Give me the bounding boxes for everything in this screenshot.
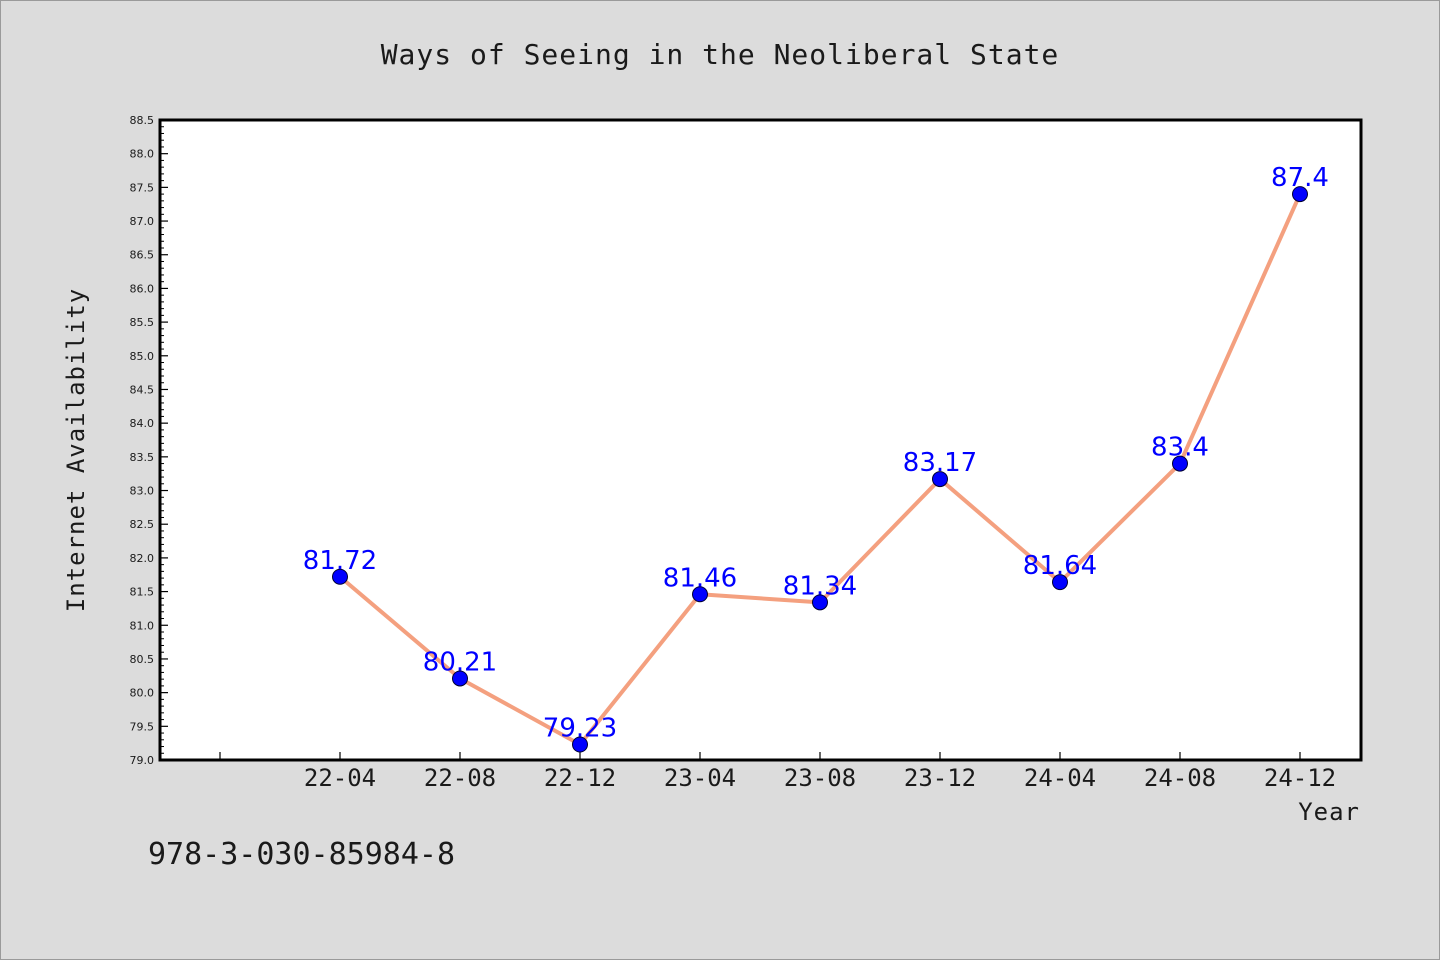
data-point-marker [1292, 186, 1308, 203]
y-tick-label: 87.5 [130, 181, 155, 194]
y-tick-label: 80.5 [130, 653, 155, 666]
x-axis: 22-04 22-08 22-12 23-04 23-08 23-12 24-04 24-08… [219, 752, 1336, 792]
y-tick-label: 88.5 [130, 114, 155, 127]
y-axis: 79.0 79.5 80.0 80.5 81.0 81.5 82.0 82.5 83.0 83.5… [130, 114, 168, 767]
data-label: 81.34 [783, 571, 857, 601]
x-tick-label: 23-08 [784, 764, 856, 792]
data-label: 81.64 [1023, 551, 1097, 581]
x-tick-label: 22-12 [544, 764, 616, 792]
x-tick-label: 24-08 [1144, 764, 1216, 792]
x-tick-label: 22-04 [304, 764, 376, 792]
x-tick-label: 23-12 [904, 764, 976, 792]
y-tick-label: 81.0 [130, 619, 155, 632]
y-tick-label: 79.0 [130, 754, 155, 767]
y-tick-label: 87.0 [130, 215, 155, 228]
footer-isbn: 978-3-030-85984-8 [148, 837, 455, 872]
data-point-marker [572, 736, 588, 753]
data-label: 79.23 [543, 714, 617, 744]
data-point-marker [812, 594, 828, 611]
y-tick-label: 83.0 [130, 485, 155, 498]
series-layer [332, 186, 1308, 753]
y-tick-label: 80.0 [130, 687, 155, 700]
data-point-marker [452, 670, 468, 687]
data-label: 83.17 [903, 448, 977, 478]
x-axis-label: Year [1298, 798, 1360, 826]
data-point-marker [1172, 455, 1188, 472]
data-point-marker [932, 471, 948, 488]
data-label: 81.46 [663, 563, 737, 593]
y-tick-label: 82.0 [130, 552, 155, 565]
y-tick-label: 82.5 [130, 518, 155, 531]
y-tick-label: 85.5 [130, 316, 155, 329]
y-tick-label: 86.5 [130, 249, 155, 262]
data-point-marker [692, 586, 708, 603]
chart-title: Ways of Seeing in the Neoliberal State [381, 38, 1060, 71]
data-point-marker [1052, 574, 1068, 591]
y-axis-label: Internet Availability [62, 288, 90, 612]
y-tick-label: 88.0 [130, 148, 155, 161]
data-label: 87.4 [1271, 163, 1329, 193]
data-labels: 81.72 80.21 79.23 81.46 81.34 83.17 81.64 83.4 8… [303, 163, 1329, 743]
x-tick-label: 22-08 [424, 764, 496, 792]
x-tick-label: 24-12 [1264, 764, 1336, 792]
y-tick-label: 84.0 [130, 417, 155, 430]
data-label: 80.21 [423, 647, 497, 677]
data-label: 81.72 [303, 546, 377, 576]
plot-area [158, 118, 1363, 762]
y-tick-label: 86.0 [130, 282, 155, 295]
data-point-marker [332, 568, 348, 585]
x-tick-label: 24-04 [1024, 764, 1096, 792]
y-tick-label: 83.5 [130, 451, 155, 464]
y-tick-label: 84.5 [130, 383, 155, 396]
y-tick-label: 85.0 [130, 350, 155, 363]
y-tick-label: 79.5 [130, 720, 155, 733]
y-tick-label: 81.5 [130, 586, 155, 599]
x-tick-label: 23-04 [664, 764, 736, 792]
data-label: 83.4 [1151, 433, 1209, 463]
